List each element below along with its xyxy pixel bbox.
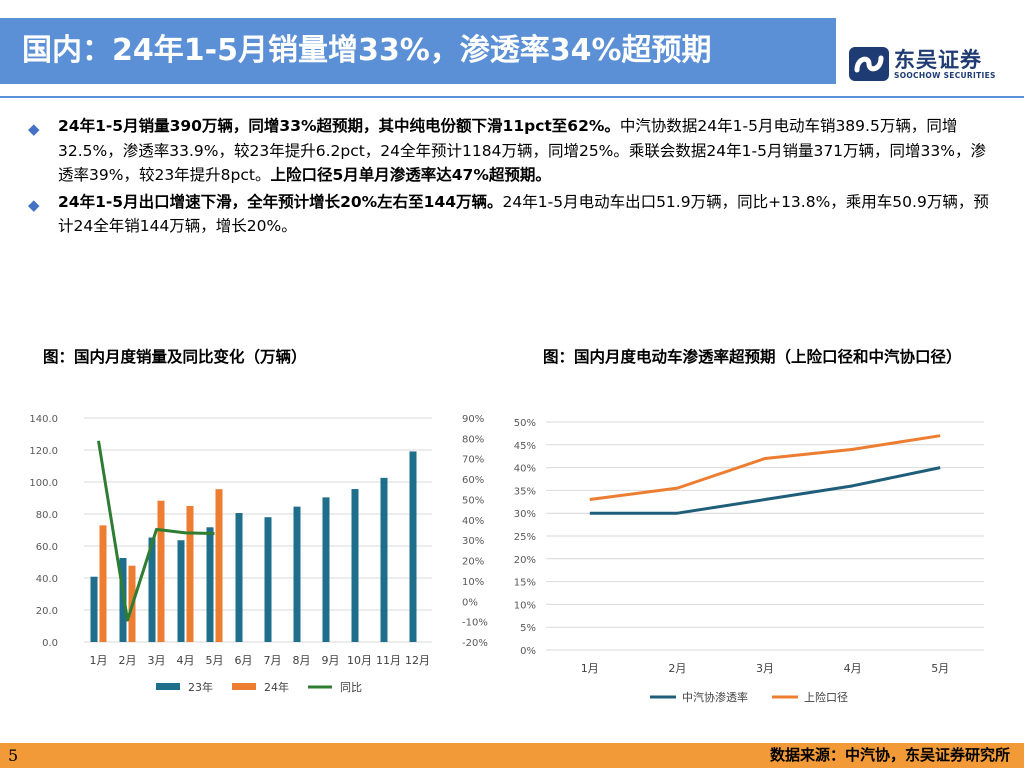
bar-23年 [206, 527, 214, 642]
legend-swatch [232, 683, 256, 690]
right-axis-tick-label: -20% [462, 638, 488, 649]
bar-23年 [177, 540, 185, 642]
y-axis-tick-label: 50% [514, 418, 536, 429]
right-axis-tick-label: 90% [462, 414, 484, 425]
left-axis-tick-label: 20.0 [36, 606, 58, 617]
y-axis-tick-label: 45% [514, 441, 536, 452]
penetration-rate-chart: 0% 5% 10% 15% 20% 25% 30% 35% 40% 45% 50% 1月 2月 3月 4月 5… [514, 418, 984, 704]
y-axis-tick-label: 10% [514, 600, 536, 611]
y-axis-tick-label: 5% [520, 623, 536, 634]
bullet-item: ◆ 24年1-5月出口增速下滑，全年预计增长20%左右至144万辆。24年1-5… [28, 190, 994, 239]
x-axis-tick-label: 3月 [756, 662, 774, 675]
x-axis-tick-label: 12月 [405, 654, 430, 667]
page-number: 5 [8, 746, 19, 765]
bar-23年 [235, 513, 243, 642]
line-series [589, 466, 941, 515]
bullet-bold-lead: 24年1-5月出口增速下滑，全年预计增长20%左右至144万辆。 [58, 192, 503, 211]
y-axis-tick-label: 25% [514, 532, 536, 543]
monthly-sales-chart: 0.0 20.0 40.0 60.0 80.0 100.0 120.0 140.0 -20% -1… [29, 414, 488, 694]
x-axis-tick-label: 2月 [119, 654, 137, 667]
right-axis-tick-label: 40% [462, 516, 484, 527]
bar-23年 [293, 506, 301, 642]
x-axis-tick-label: 4月 [844, 662, 862, 675]
right-axis-tick-label: 30% [462, 536, 484, 547]
legend-label: 上险口径 [804, 690, 848, 704]
data-source: 数据来源：中汽协，东吴证券研究所 [769, 746, 1010, 764]
x-axis-tick-label: 1月 [90, 654, 108, 667]
line-同比 [97, 440, 215, 622]
right-axis-tick-label: 20% [462, 557, 484, 568]
x-axis-tick-label: 5月 [206, 654, 224, 667]
company-logo: 东吴证券 SOOCHOW SECURITIES [848, 44, 1008, 86]
x-axis-tick-label: 8月 [293, 654, 311, 667]
bullet-list: ◆ 24年1-5月销量390万辆，同增33%超预期，其中纯电份额下滑11pct至… [28, 114, 994, 241]
left-axis-tick-label: 140.0 [29, 414, 58, 425]
right-axis-tick-label: 60% [462, 475, 484, 486]
left-axis-tick-label: 40.0 [36, 574, 58, 585]
x-axis-tick-label: 6月 [235, 654, 253, 667]
chart2-caption: 图：国内月度电动车渗透率超预期（上险口径和中汽协口径） [543, 348, 962, 366]
bullet-bold-lead: 24年1-5月销量390万辆，同增33%超预期，其中纯电份额下滑11pct至62… [58, 117, 620, 135]
legend-label: 同比 [340, 681, 362, 694]
logo-english-name: SOOCHOW SECURITIES [894, 71, 996, 80]
x-axis-tick-label: 3月 [148, 654, 166, 667]
x-axis-tick-label: 1月 [581, 662, 599, 675]
line-series [589, 434, 941, 502]
right-axis-tick-label: 80% [462, 434, 484, 445]
right-axis-tick-label: 50% [462, 495, 484, 506]
right-axis-tick-label: -10% [462, 618, 488, 629]
page-title: 国内：24年1-5月销量增33%，渗透率34%超预期 [22, 33, 712, 68]
y-axis-tick-label: 15% [514, 578, 536, 589]
bar-23年 [409, 451, 417, 642]
bar-24年 [99, 525, 107, 642]
logo-chinese-name: 东吴证券 [894, 48, 982, 72]
title-bar: 国内：24年1-5月销量增33%，渗透率34%超预期 [0, 18, 836, 84]
x-axis-tick-label: 11月 [376, 654, 401, 667]
legend-label: 中汽协渗透率 [682, 690, 748, 704]
y-axis-tick-label: 40% [514, 464, 536, 475]
bar-23年 [380, 477, 388, 642]
bar-23年 [90, 576, 98, 642]
left-axis-tick-label: 60.0 [36, 542, 58, 553]
legend-label: 24年 [264, 680, 289, 694]
y-axis-tick-label: 30% [514, 509, 536, 520]
legend-label: 23年 [188, 680, 213, 694]
bar-23年 [148, 537, 156, 642]
chart1-caption: 图：国内月度销量及同比变化（万辆） [43, 348, 307, 366]
x-axis-tick-label: 9月 [322, 654, 340, 667]
diamond-bullet-icon: ◆ [28, 120, 40, 138]
bar-24年 [157, 500, 165, 642]
bullet-body-text: 中汽协数据24年1-5月电动车销389.5万辆，同增32.5%，渗透率33.9%… [58, 117, 986, 184]
left-axis-tick-label: 100.0 [29, 478, 58, 489]
bar-23年 [351, 489, 359, 642]
bullet-item: ◆ 24年1-5月销量390万辆，同增33%超预期，其中纯电份额下滑11pct至… [28, 114, 994, 188]
x-axis-tick-label: 4月 [177, 654, 195, 667]
bar-23年 [264, 517, 272, 642]
left-axis-tick-label: 0.0 [42, 638, 58, 649]
logo-mark-icon [849, 47, 889, 81]
diamond-bullet-icon: ◆ [28, 195, 40, 214]
bar-24年 [215, 489, 223, 642]
footer-bar: 5 数据来源：中汽协，东吴证券研究所 [0, 743, 1024, 768]
right-axis-tick-label: 0% [462, 597, 478, 608]
right-axis-tick-label: 70% [462, 455, 484, 466]
header-divider [0, 96, 1024, 98]
x-axis-tick-label: 2月 [668, 662, 686, 675]
left-axis-tick-label: 80.0 [36, 510, 58, 521]
x-axis-tick-label: 7月 [264, 654, 282, 667]
bullet-body-text: 24年1-5月电动车出口51.9万辆，同比+13.8%，乘用车50.9万辆，预计… [58, 192, 989, 236]
x-axis-tick-label: 10月 [347, 654, 372, 667]
bullet-bold-tail: 上险口径5月单月渗透率达47%超预期。 [270, 166, 551, 184]
bar-24年 [186, 506, 194, 642]
y-axis-tick-label: 35% [514, 486, 536, 497]
left-axis-tick-label: 120.0 [29, 446, 58, 457]
bar-23年 [322, 497, 330, 642]
y-axis-tick-label: 20% [514, 555, 536, 566]
right-axis-tick-label: 10% [462, 577, 484, 588]
legend-swatch [156, 683, 180, 690]
x-axis-tick-label: 5月 [931, 662, 949, 675]
y-axis-tick-label: 0% [520, 646, 536, 657]
